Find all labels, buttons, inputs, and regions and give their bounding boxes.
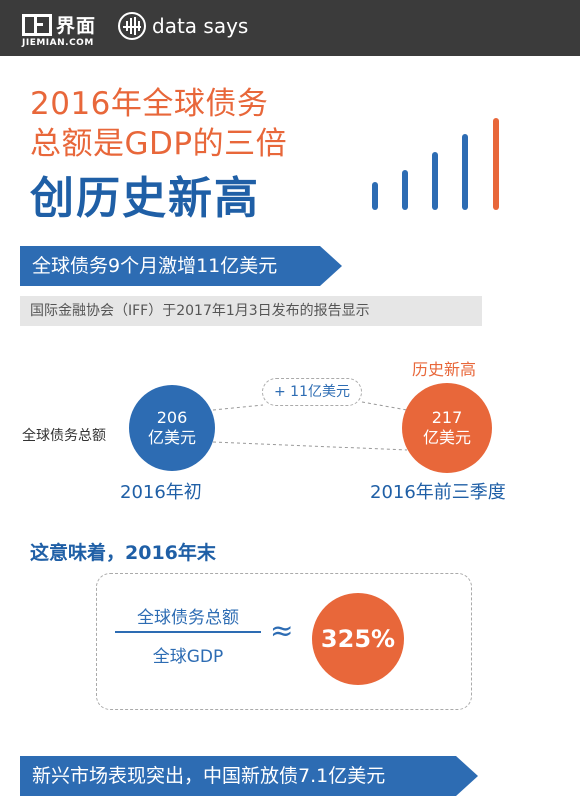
column-name: data says [152,14,249,38]
bar-1 [372,182,378,210]
end-period: 2016年前三季度 [370,482,506,503]
start-value: 206 [156,408,188,427]
debt-total-label: 全球债务总额 [22,428,106,444]
brand-name: 界面 [56,15,97,37]
data-says-icon [118,12,146,40]
bar-3 [432,152,438,210]
ratio-value-circle: 325% [312,593,404,685]
end-value-circle: 217 亿美元 [402,383,492,473]
section-banner-2: 新兴市场表现突出，中国新放债7.1亿美元 [20,756,478,796]
fraction-line [115,631,261,633]
bar-2 [402,170,408,210]
start-value-circle: 206 亿美元 [129,385,215,471]
ratio-numerator: 全球债务总额 [137,608,239,628]
ratio-denominator: 全球GDP [152,647,224,667]
bar-5 [493,118,499,210]
ratio-box [96,573,472,710]
meaning-heading: 这意味着，2016年末 [30,542,216,564]
end-value: 217 [431,408,463,427]
start-period: 2016年初 [120,482,202,503]
source-note: 国际金融协会（IFF）于2017年1月3日发布的报告显示 [20,296,482,326]
title-headline: 创历史新高 [30,173,260,224]
increase-badge: + 11亿美元 [262,378,362,406]
title-line-2: 总额是GDP的三倍 [30,126,288,162]
start-unit: 亿美元 [147,428,196,447]
approx-symbol: ≈ [270,614,294,647]
title-line-1: 2016年全球债务 [30,86,269,122]
brand-url: JIEMIAN.COM [22,38,94,48]
record-label: 历史新高 [412,360,477,379]
jiemian-logo-icon [22,14,52,36]
end-unit: 亿美元 [422,428,471,447]
bar-4 [462,134,468,210]
connector-lines [212,401,408,451]
section-banner-1: 全球债务9个月激增11亿美元 [20,246,342,286]
header-bar: 界面 JIEMIAN.COM data says [0,0,580,56]
